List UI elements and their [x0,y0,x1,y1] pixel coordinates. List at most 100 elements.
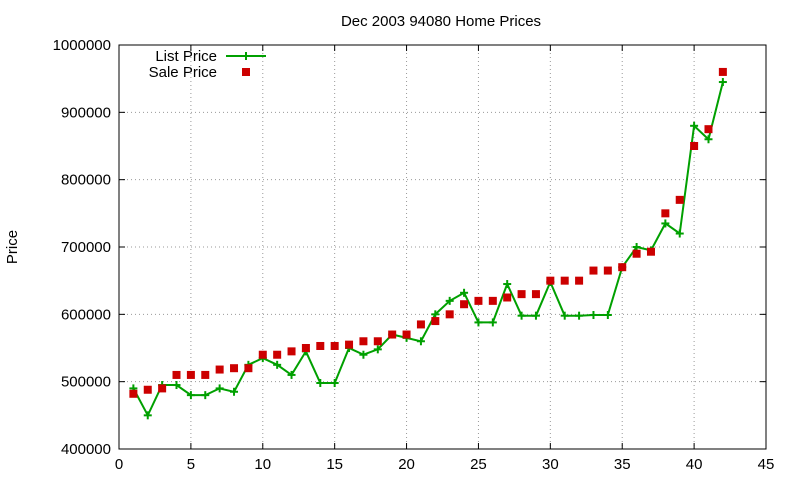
list-price-point [287,370,296,379]
sale-price-point [129,389,138,398]
legend: List Price Sale Price [149,48,266,81]
legend-marker-list-price [242,52,250,60]
sale-price-point [230,364,239,373]
sale-price-point [345,340,354,349]
sale-price-point [416,320,425,329]
list-price-point [273,360,282,369]
sale-price-point [589,266,598,275]
sale-price-point [646,247,655,256]
y-tick-label: 500000 [61,374,111,391]
sale-price-point [675,195,684,204]
list-price-point [359,350,368,359]
list-price-point [603,311,612,320]
legend-label-list-price: List Price [155,48,217,65]
y-axis-label: Price [4,230,21,264]
x-tick-label: 0 [115,456,123,473]
sale-price-point [474,296,483,305]
list-price-point [201,391,210,400]
sale-price-point [603,266,612,275]
legend-label-sale-price: Sale Price [149,64,217,81]
sale-price-point [575,276,584,285]
list-price-point [460,288,469,297]
sale-price-point [172,370,181,379]
sale-price-point [718,67,727,76]
list-price-point [531,311,540,320]
sale-price-point [488,296,497,305]
sale-price-point [143,385,152,394]
x-tick-label: 20 [398,456,415,473]
sale-price-point [244,364,253,373]
list-price-point [330,379,339,388]
list-price-point [488,318,497,327]
y-tick-label: 600000 [61,306,111,323]
sale-price-point [661,209,670,218]
sale-price-point [201,370,210,379]
sale-price-point [273,350,282,359]
sale-price-point [215,365,224,374]
sale-price-point [186,370,195,379]
x-tick-label: 15 [326,456,343,473]
sale-price-point [287,347,296,356]
y-tick-label: 700000 [61,239,111,256]
sale-price-point [503,293,512,302]
sale-price-point [388,330,397,339]
sale-price-point [301,344,310,352]
list-price-point [517,311,526,320]
sale-price-point [431,317,440,326]
list-price-point [186,391,195,400]
list-price-point [215,384,224,393]
list-price-point [431,310,440,319]
list-price-point [316,379,325,388]
y-tick-label: 400000 [61,441,111,458]
chart-title: Dec 2003 94080 Home Prices [341,13,541,30]
list-price-point [230,387,239,396]
list-price-point [172,381,181,390]
list-price-line [132,81,724,418]
list-price-point [503,280,512,289]
sale-price-point [704,125,713,134]
series-sale-price [129,67,727,398]
x-tick-label: 10 [254,456,271,473]
list-price-point [690,121,699,130]
list-price-point [143,411,152,420]
sale-price-point [359,337,368,346]
sale-price-point [546,276,555,285]
list-price-point [675,229,684,238]
x-tick-label: 25 [470,456,487,473]
axis-ticks: 0 5 10 15 20 25 30 35 40 45 400000 500000 600000 7000… [53,37,775,473]
sale-price-point [618,263,627,272]
legend-marker-sale-price [242,68,250,76]
list-price-point [704,135,713,144]
y-tick-label: 800000 [61,172,111,189]
sale-price-point [373,337,382,346]
list-price-point [661,219,670,228]
sale-price-point [402,330,411,339]
list-price-point [373,345,382,354]
x-tick-label: 45 [758,456,775,473]
sale-price-point [330,341,339,350]
list-price-point [416,337,425,346]
sale-price-point [517,290,526,299]
x-tick-label: 35 [614,456,631,473]
y-tick-label: 900000 [61,104,111,121]
list-price-point [560,311,569,320]
sale-price-point [460,300,469,309]
list-price-point [474,318,483,327]
sale-price-point [445,310,454,319]
x-tick-label: 30 [542,456,559,473]
y-tick-label: 1000000 [53,37,111,54]
x-tick-label: 5 [187,456,195,473]
sale-price-point [560,276,569,285]
list-price-point [589,311,598,320]
list-price-point [575,311,584,320]
sale-price-point [158,384,167,393]
sale-price-point [690,142,699,150]
x-tick-label: 40 [686,456,703,473]
sale-price-point [632,249,641,258]
list-price-point [632,243,641,251]
sale-price-point [258,350,267,359]
list-price-point [445,296,454,305]
list-price-point [718,78,727,87]
plot-frame [118,44,767,450]
